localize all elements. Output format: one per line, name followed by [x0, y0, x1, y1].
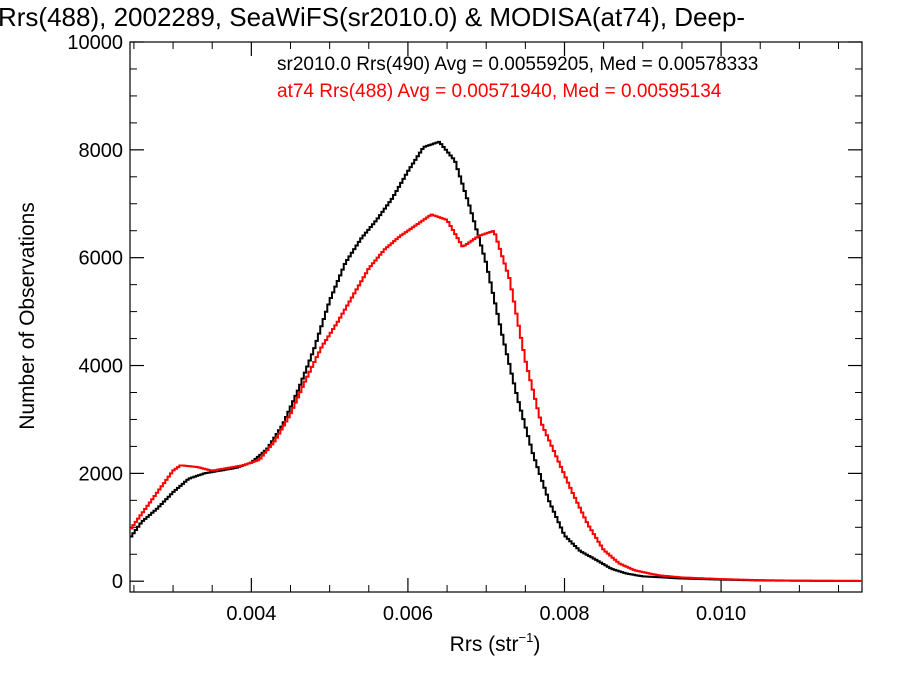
series-lines	[130, 140, 862, 582]
plot-area-border	[129, 41, 863, 593]
x-tick-label: 0.010	[696, 603, 746, 625]
x-axis-label: Rrs (str−1)	[450, 630, 541, 656]
x-axis-ticks: 0.004 0.006 0.008 0.010	[133, 42, 840, 625]
y-tick-label: 8000	[79, 140, 124, 162]
x-tick-label: 0.008	[539, 603, 589, 625]
x-tick-label: 0.004	[226, 603, 276, 625]
x-axis-label-end: )	[533, 633, 540, 656]
x-tick-label: 0.006	[383, 603, 433, 625]
chart-title: Rrs(488), 2002289, SeaWiFS(sr2010.0) & M…	[0, 2, 745, 32]
x-axis-label-main: Rrs (str	[450, 633, 519, 656]
y-tick-label: 6000	[79, 248, 124, 270]
legend-entry-black: sr2010.0 Rrs(490) Avg = 0.00559205, Med …	[277, 54, 758, 75]
y-tick-label: 2000	[79, 463, 124, 485]
plot-frame	[129, 41, 863, 593]
y-tick-label: 10000	[67, 32, 123, 54]
y-tick-label: 0	[112, 571, 123, 593]
legend-entry-red: at74 Rrs(488) Avg = 0.00571940, Med = 0.…	[277, 81, 722, 102]
series-line-at74	[130, 213, 862, 582]
x-axis-label-superscript: −1	[519, 630, 534, 645]
y-axis-ticks: 0 2000 4000 6000 8000 10000	[67, 32, 862, 593]
y-axis-label: Number of Observations	[16, 202, 39, 430]
y-tick-label: 4000	[79, 356, 124, 378]
